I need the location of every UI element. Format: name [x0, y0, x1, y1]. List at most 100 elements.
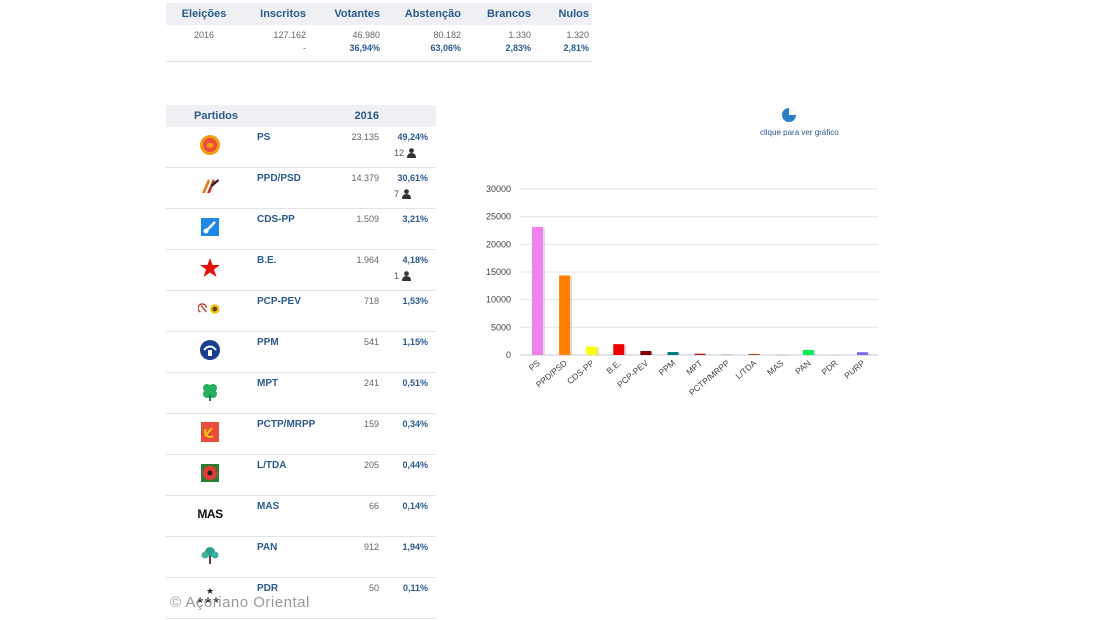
party-percent: 1,15% — [402, 337, 428, 347]
bar[interactable] — [559, 275, 571, 355]
y-tick-label: 10000 — [486, 295, 511, 305]
x-tick-label: PURP — [842, 358, 867, 381]
ps-fist-rose-icon — [198, 135, 222, 155]
pctp-flag-icon — [198, 422, 222, 442]
party-percent: 0,14% — [402, 501, 428, 511]
bar[interactable] — [829, 354, 841, 356]
party-row: PCP-PEV 718 1,53% — [166, 291, 436, 332]
psd-arrows-icon — [198, 176, 222, 196]
summary-cell — [166, 42, 242, 55]
party-percent: 49,24% — [397, 132, 428, 142]
y-tick-label: 0 — [506, 350, 511, 360]
party-row: PPD/PSD 14.379 30,61% 7 — [166, 168, 436, 209]
y-tick-label: 25000 — [486, 212, 511, 222]
ltda-poppy-icon — [198, 463, 222, 483]
summary-header: Inscritos — [260, 8, 306, 20]
mpt-clover-icon — [198, 381, 222, 401]
party-percent: 4,18% — [402, 255, 428, 265]
bar[interactable] — [586, 346, 598, 355]
party-votes: 1.964 — [356, 255, 379, 265]
bar[interactable] — [667, 352, 679, 355]
parties-header-row: Partidos 2016 — [166, 105, 436, 127]
party-name: PCP-PEV — [257, 296, 301, 307]
party-votes: 718 — [363, 296, 379, 306]
party-votes: 205 — [363, 460, 379, 470]
party-seats-count: 1 — [394, 271, 400, 281]
ppm-circle-icon — [198, 340, 222, 360]
party-votes: 14.379 — [351, 173, 379, 183]
chart-panel: clique para ver gráfico 0 5000 10000 15000 2… — [470, 95, 890, 405]
party-row: L/TDA 205 0,44% — [166, 455, 436, 496]
x-tick-label: PPM — [657, 358, 678, 378]
party-name: MAS — [257, 501, 280, 512]
party-name: MPT — [257, 378, 279, 389]
summary-header: Eleições — [181, 8, 227, 20]
party-name: PPD/PSD — [257, 173, 301, 184]
bar[interactable] — [532, 226, 544, 355]
parties-table: Partidos 2016 PS 23.135 49,24% 12 PPD/PSD 14.… — [166, 105, 436, 619]
party-votes: 50 — [368, 583, 379, 593]
summary-cell: 1.330 — [508, 30, 531, 40]
x-tick-label: PDR — [819, 358, 839, 377]
bar[interactable] — [694, 353, 706, 355]
cds-square-icon — [198, 217, 222, 237]
summary-cell: 2,81% — [563, 43, 589, 53]
party-votes: 541 — [363, 337, 379, 347]
party-name: B.E. — [257, 255, 277, 266]
y-tick-label: 5000 — [491, 322, 511, 332]
bar[interactable] — [775, 354, 787, 356]
bar[interactable] — [613, 344, 625, 355]
y-tick-label: 15000 — [486, 267, 511, 277]
bar[interactable] — [721, 354, 733, 356]
election-summary-table: Eleições Inscritos Votantes Abstenção Br… — [166, 3, 592, 62]
summary-cell: 2,83% — [505, 43, 531, 53]
summary-divider — [166, 55, 592, 62]
party-percent: 0,51% — [402, 378, 428, 388]
pdr-stars-icon: ★ ★★ ★ — [198, 586, 222, 606]
bar[interactable] — [748, 353, 760, 355]
party-row: PCTP/MRPP 159 0,34% — [166, 414, 436, 455]
parties-header-year: 2016 — [354, 110, 379, 122]
party-row: B.E. 1.964 4,18% 1 — [166, 250, 436, 291]
bar[interactable] — [802, 349, 814, 355]
svg-text:★: ★ — [212, 595, 220, 605]
x-tick-label: PAN — [793, 358, 812, 376]
summary-cell: 127.162 — [273, 30, 306, 40]
summary-values-row: 2016 127.162 46.980 80.182 1.330 1.320 — [166, 29, 592, 42]
summary-cell: 2016 — [193, 30, 215, 40]
party-percent: 0,34% — [402, 419, 428, 429]
party-row: MAS MAS 66 0,14% — [166, 496, 436, 537]
pie-chart-icon[interactable] — [781, 107, 797, 123]
party-percent: 30,61% — [397, 173, 428, 183]
party-name: L/TDA — [257, 460, 287, 471]
party-percent: 0,11% — [402, 583, 428, 593]
svg-text:★: ★ — [206, 586, 214, 596]
be-star-icon — [198, 258, 222, 278]
seat-person-icon — [402, 189, 412, 199]
watermark: © Açoriano Oriental — [170, 594, 310, 611]
x-tick-label: MPT — [684, 358, 704, 377]
x-tick-label: B.E. — [604, 358, 623, 376]
summary-cell: 80.182 — [433, 30, 461, 40]
party-votes: 66 — [368, 501, 379, 511]
bar[interactable] — [856, 352, 868, 355]
party-seats: 7 — [394, 189, 412, 199]
pan-tree-icon — [198, 545, 222, 565]
x-tick-label: MAS — [765, 358, 786, 378]
party-votes: 241 — [363, 378, 379, 388]
summary-cell: 46.980 — [352, 30, 380, 40]
party-row: CDS-PP 1.509 3,21% — [166, 209, 436, 250]
party-row: PAN 912 1,94% — [166, 537, 436, 578]
pcp-pev-hammer-sickle-icon — [198, 299, 222, 319]
party-seats: 12 — [394, 148, 417, 158]
party-name: PDR — [257, 583, 279, 594]
seat-person-icon — [402, 271, 412, 281]
bar[interactable] — [640, 351, 652, 355]
party-row: MPT 241 0,51% — [166, 373, 436, 414]
chart-toggle-link[interactable]: clique para ver gráfico — [760, 128, 839, 137]
x-tick-label: PS — [527, 358, 542, 373]
summary-header-row: Eleições Inscritos Votantes Abstenção Br… — [166, 3, 592, 25]
party-row: PS 23.135 49,24% 12 — [166, 127, 436, 168]
summary-header: Brancos — [486, 8, 531, 20]
summary-header: Abstenção — [404, 8, 461, 20]
